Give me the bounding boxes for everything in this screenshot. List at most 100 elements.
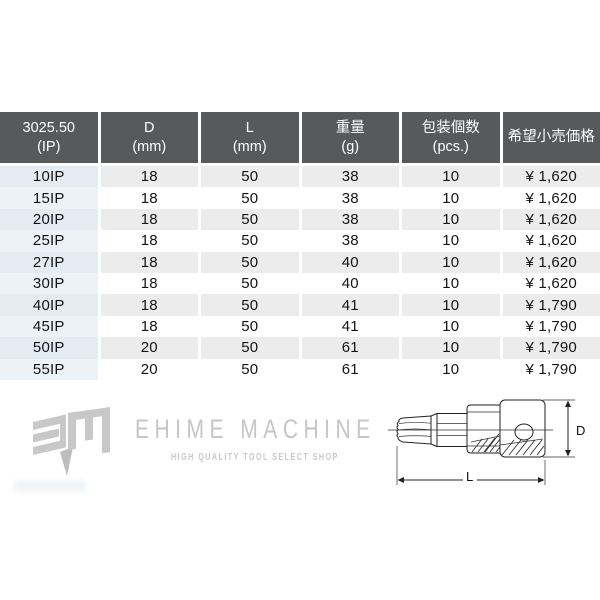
cell-d: 18 xyxy=(100,166,198,188)
header-line1: 3025.50 xyxy=(22,120,75,137)
cell-d: 18 xyxy=(100,230,198,252)
brand-name: EHIME MACHINE xyxy=(135,414,376,444)
header-line2: (pcs.) xyxy=(432,138,469,155)
cell-weight: 38 xyxy=(301,187,399,209)
cell-l: 50 xyxy=(201,187,299,209)
cell-price: ¥ 1,790 xyxy=(502,358,600,380)
section-hatching xyxy=(470,433,545,456)
header-line2: (g) xyxy=(341,138,360,155)
column-header-pack: 包装個数 (pcs.) xyxy=(402,112,500,163)
cell-price: ¥ 1,620 xyxy=(502,251,600,273)
cell-weight: 61 xyxy=(301,337,399,359)
cell-price: ¥ 1,620 xyxy=(502,187,600,209)
cell-weight: 40 xyxy=(301,272,399,295)
dim-label-d: D xyxy=(576,423,585,438)
cell-weight: 38 xyxy=(301,208,399,231)
ehime-machine-logo-icon xyxy=(33,407,110,476)
cell-weight: 38 xyxy=(301,230,399,252)
cell-price: ¥ 1,790 xyxy=(502,315,600,338)
dimension-d: D xyxy=(543,399,585,458)
cell-l: 50 xyxy=(201,251,299,273)
cell-l: 50 xyxy=(201,358,299,380)
table-row: 30IP 18 50 40 10 ¥ 1,620 xyxy=(0,272,600,295)
cell-l: 50 xyxy=(201,294,299,316)
header-line1: L xyxy=(245,120,254,137)
cell-size: 27IP xyxy=(0,251,98,273)
cell-price: ¥ 1,620 xyxy=(502,166,600,188)
header-line2: (mm) xyxy=(132,138,167,155)
column-header-weight: 重量 (g) xyxy=(301,112,399,163)
cell-d: 18 xyxy=(100,294,198,316)
cell-weight: 61 xyxy=(301,358,399,380)
cell-l: 50 xyxy=(201,315,299,338)
cell-price: ¥ 1,790 xyxy=(502,337,600,359)
cell-d: 18 xyxy=(100,187,198,209)
header-line1: D xyxy=(144,120,155,137)
table-row: 10IP 18 50 38 10 ¥ 1,620 xyxy=(0,166,600,188)
cell-l: 50 xyxy=(201,230,299,252)
dimension-l: L xyxy=(396,446,546,485)
table-row: 27IP 18 50 40 10 ¥ 1,620 xyxy=(0,251,600,273)
column-header-model: 3025.50 (IP) xyxy=(0,112,98,163)
table-row: 40IP 18 50 41 10 ¥ 1,790 xyxy=(0,294,600,316)
cell-pack: 10 xyxy=(402,166,500,188)
table-row: 50IP 20 50 61 10 ¥ 1,790 xyxy=(0,337,600,359)
cell-l: 50 xyxy=(201,208,299,231)
cell-pack: 10 xyxy=(402,272,500,295)
cell-weight: 41 xyxy=(301,315,399,338)
cell-size: 15IP xyxy=(0,187,98,209)
product-diagram: D L xyxy=(385,388,600,493)
cell-d: 18 xyxy=(100,272,198,295)
cell-pack: 10 xyxy=(402,208,500,231)
cell-weight: 38 xyxy=(301,166,399,188)
header-line1: 包装個数 xyxy=(421,120,480,137)
cell-price: ¥ 1,620 xyxy=(502,272,600,295)
cell-pack: 10 xyxy=(402,315,500,338)
cell-size: 20IP xyxy=(0,208,98,231)
cell-d: 18 xyxy=(100,315,198,338)
cell-size: 40IP xyxy=(0,294,98,316)
cell-size: 45IP xyxy=(0,315,98,338)
cell-price: ¥ 1,790 xyxy=(502,294,600,316)
faint-watermark xyxy=(14,480,86,492)
header-line2: (mm) xyxy=(232,138,267,155)
cell-size: 50IP xyxy=(0,337,98,359)
column-header-l: L (mm) xyxy=(201,112,299,163)
cell-price: ¥ 1,620 xyxy=(502,230,600,252)
cell-d: 20 xyxy=(100,358,198,380)
cell-pack: 10 xyxy=(402,230,500,252)
table-row: 15IP 18 50 38 10 ¥ 1,620 xyxy=(0,187,600,209)
socket-body xyxy=(499,399,546,458)
cell-pack: 10 xyxy=(402,187,500,209)
cell-d: 18 xyxy=(100,208,198,231)
cell-d: 18 xyxy=(100,251,198,273)
cell-pack: 10 xyxy=(402,337,500,359)
table-row: 55IP 20 50 61 10 ¥ 1,790 xyxy=(0,358,600,380)
cell-size: 55IP xyxy=(0,358,98,380)
cell-l: 50 xyxy=(201,337,299,359)
column-header-d: D (mm) xyxy=(100,112,198,163)
table-row: 45IP 18 50 41 10 ¥ 1,790 xyxy=(0,315,600,338)
cell-l: 50 xyxy=(201,272,299,295)
cell-pack: 10 xyxy=(402,251,500,273)
column-header-price: 希望小売価格 xyxy=(502,112,600,163)
header-line1: 重量 xyxy=(335,120,365,137)
table-row: 25IP 18 50 38 10 ¥ 1,620 xyxy=(0,230,600,252)
cell-size: 10IP xyxy=(0,166,98,188)
cell-weight: 40 xyxy=(301,251,399,273)
cell-size: 30IP xyxy=(0,272,98,295)
header-line1: 希望小売価格 xyxy=(507,129,595,146)
table-row: 20IP 18 50 38 10 ¥ 1,620 xyxy=(0,208,600,231)
cell-l: 50 xyxy=(201,166,299,188)
cell-size: 25IP xyxy=(0,230,98,252)
cell-d: 20 xyxy=(100,337,198,359)
cell-pack: 10 xyxy=(402,358,500,380)
brand-tagline: HIGH QUALITY TOOL SELECT SHOP xyxy=(171,452,339,463)
spec-table: 3025.50 (IP) D (mm) L (mm) 重量 (g) 包装個数 (… xyxy=(0,112,600,380)
cell-price: ¥ 1,620 xyxy=(502,208,600,231)
cell-pack: 10 xyxy=(402,294,500,316)
dim-label-l: L xyxy=(466,469,473,484)
table-header-row: 3025.50 (IP) D (mm) L (mm) 重量 (g) 包装個数 (… xyxy=(0,112,600,163)
cell-weight: 41 xyxy=(301,294,399,316)
header-line2: (IP) xyxy=(37,138,61,155)
